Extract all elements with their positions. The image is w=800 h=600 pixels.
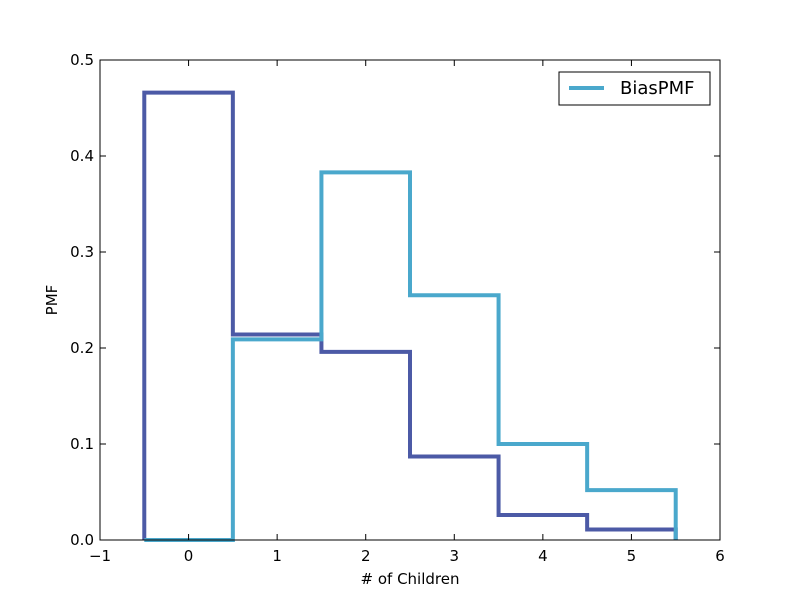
y-tick-label: 0.5 [70, 51, 94, 69]
y-tick-label: 0.2 [70, 339, 94, 357]
legend: BiasPMF [558, 71, 711, 106]
x-tick-label: 6 [715, 547, 725, 565]
plot-frame [99, 59, 721, 541]
x-tick-label: 4 [538, 547, 548, 565]
y-tick-label: 0.1 [70, 435, 94, 453]
tick-labels-layer: −1 0 1 2 3 4 5 6 0.0 0.1 0.2 0.3 0.4 0.5 [70, 51, 725, 565]
x-tick-label: 2 [361, 547, 371, 565]
series-layer [142, 90, 678, 542]
x-tick-label: 1 [272, 547, 282, 565]
x-tick-label: 3 [450, 547, 460, 565]
legend-box [558, 71, 711, 106]
x-tick-label: 0 [184, 547, 194, 565]
y-tick-label: 0.0 [70, 531, 94, 549]
y-tick-label: 0.4 [70, 147, 94, 165]
y-tick-label: 0.3 [70, 243, 94, 261]
x-tick-label: −1 [89, 547, 111, 565]
x-tick-label: 5 [627, 547, 637, 565]
series-line-1 [142, 90, 678, 540]
legend-entry-biaspmf: BiasPMF [620, 78, 695, 99]
y-axis-label: PMF [43, 285, 61, 316]
series-line-biaspmf [144, 170, 678, 542]
x-axis-label: # of Children [361, 570, 460, 588]
ticks-layer [99, 59, 721, 541]
